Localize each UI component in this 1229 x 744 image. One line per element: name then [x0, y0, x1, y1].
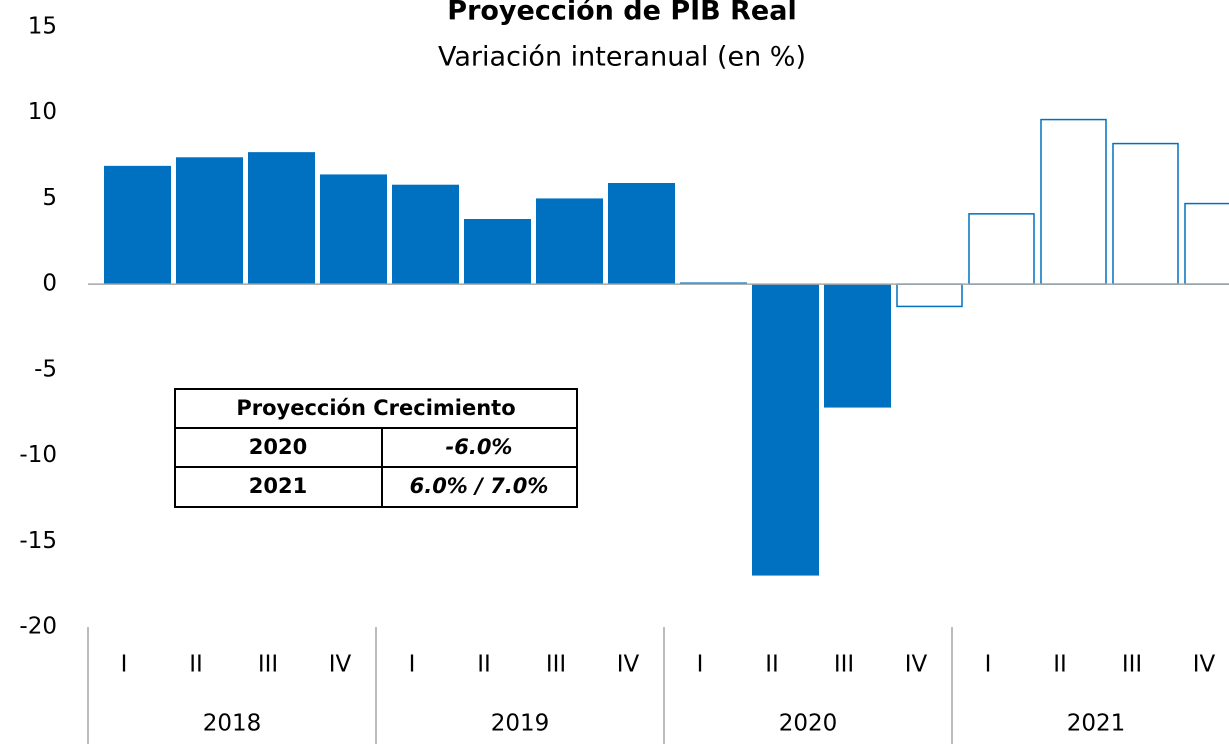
bar [248, 152, 315, 285]
x-tick-label: III [258, 652, 278, 678]
x-tick-label: III [834, 652, 854, 678]
bar [536, 198, 603, 285]
bar [464, 219, 531, 285]
x-tick-label: II [477, 652, 491, 678]
y-tick-label: 0 [42, 271, 57, 297]
y-tick-label: 15 [28, 14, 57, 40]
bar [176, 157, 243, 285]
inset-table: Proyección Crecimiento 2020 -6.0% 2021 6… [174, 388, 578, 508]
x-tick-label: III [1122, 652, 1142, 678]
group-label: 2018 [203, 711, 262, 737]
bar [680, 282, 747, 285]
y-tick-label: 5 [42, 185, 57, 211]
bar [752, 284, 819, 576]
x-tick-label: IV [905, 652, 928, 678]
x-tick-label: IV [329, 652, 352, 678]
chart-title: Proyección de PIB Real [447, 0, 796, 27]
x-tick-label: II [189, 652, 203, 678]
y-tick-label: 10 [28, 99, 57, 125]
y-tick-label: -10 [19, 442, 57, 468]
table-cell: 6.0% / 7.0% [410, 474, 549, 498]
x-tick-label: III [546, 652, 566, 678]
table-cell: 2020 [249, 435, 307, 459]
bar [968, 213, 1035, 285]
group-label: 2020 [779, 711, 838, 737]
bar [1184, 202, 1229, 285]
x-tick-label: I [985, 652, 992, 678]
table-border [174, 388, 578, 508]
group-label: 2019 [491, 711, 550, 737]
y-tick-label: -15 [19, 528, 57, 554]
bar [320, 174, 387, 285]
x-tick-label: I [409, 652, 416, 678]
y-tick-label: -5 [34, 356, 57, 382]
bar [896, 283, 963, 308]
bar [392, 184, 459, 285]
chart-subtitle: Variación interanual (en %) [438, 42, 806, 73]
bar [824, 284, 891, 408]
bar [1112, 142, 1179, 285]
table-cell: -6.0% [446, 435, 513, 459]
table-cell: 2021 [249, 474, 307, 498]
x-tick-label: IV [1193, 652, 1216, 678]
bar [104, 165, 171, 285]
x-tick-label: IV [617, 652, 640, 678]
y-tick-label: -20 [19, 614, 57, 640]
x-tick-label: I [697, 652, 704, 678]
x-tick-label: II [1053, 652, 1067, 678]
table-title: Proyección Crecimiento [236, 396, 515, 420]
x-tick-label: I [121, 652, 128, 678]
x-tick-label: II [765, 652, 779, 678]
group-label: 2021 [1067, 711, 1126, 737]
bar [1040, 118, 1107, 285]
bar [608, 183, 675, 285]
